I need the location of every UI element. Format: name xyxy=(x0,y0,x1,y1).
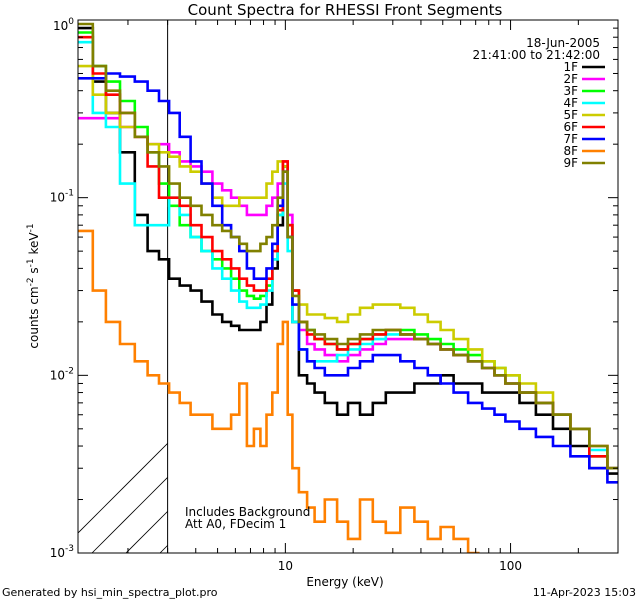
y-label-tail: keV xyxy=(27,232,41,259)
legend-label-2F: 2F xyxy=(563,72,578,86)
footer-timestamp: 11-Apr-2023 15:03 xyxy=(533,586,636,599)
series-line-7F xyxy=(78,72,618,484)
legend-label-7F: 7F xyxy=(563,132,578,146)
legend-label-3F: 3F xyxy=(563,84,578,98)
x-tick-label: 100 xyxy=(499,559,522,573)
y-tick-exponent: -1 xyxy=(65,189,74,199)
series-line-8F xyxy=(78,229,480,553)
note-attenuator: Att A0, FDecim 1 xyxy=(185,517,286,531)
legend-label-9F: 9F xyxy=(563,156,578,170)
plot-frame xyxy=(77,19,619,554)
y-tick-label: 10-2 xyxy=(50,366,74,382)
x-axis-label: Energy (keV) xyxy=(306,575,383,589)
footer-generated-by: Generated by hsi_min_spectra_plot.pro xyxy=(2,586,218,599)
y-label-exp: -2 xyxy=(26,277,36,286)
y-tick-label: 10-1 xyxy=(50,189,74,205)
y-label-exp: -1 xyxy=(26,223,36,232)
legend-label-5F: 5F xyxy=(563,108,578,122)
legend-label-8F: 8F xyxy=(563,144,578,158)
excluded-region-hatch xyxy=(78,20,618,553)
y-tick-exponent: -3 xyxy=(65,544,74,554)
series-line-9F xyxy=(78,22,618,470)
observation-time-range: 21:41:00 to 21:42:00 xyxy=(473,48,600,62)
series-layer xyxy=(78,22,618,553)
y-tick-label: 100 xyxy=(53,17,74,33)
x-tick-label: 10 xyxy=(278,559,293,573)
axis-ticks xyxy=(78,20,619,554)
y-label-base: counts cm xyxy=(27,286,41,348)
y-tick-base: 10 xyxy=(50,546,65,560)
legend-label-4F: 4F xyxy=(563,96,578,110)
y-label-mid: s xyxy=(27,267,41,277)
observation-date: 18-Jun-2005 xyxy=(526,36,600,50)
y-axis-label: counts cm-2 s-1 keV-1 xyxy=(26,223,41,348)
legend-label-6F: 6F xyxy=(563,120,578,134)
y-tick-label: 10-3 xyxy=(50,544,74,560)
y-tick-exponent: 0 xyxy=(68,17,74,27)
y-label-exp: -1 xyxy=(26,258,36,267)
chart-title: Count Spectra for RHESSI Front Segments xyxy=(188,1,503,19)
hatch-mask xyxy=(167,20,618,553)
y-tick-exponent: -2 xyxy=(65,366,74,376)
legend-label-1F: 1F xyxy=(563,60,578,74)
series-line-5F xyxy=(78,64,618,470)
y-tick-base: 10 xyxy=(53,19,68,33)
y-tick-base: 10 xyxy=(50,191,65,205)
note-background: Includes Background xyxy=(185,505,310,519)
y-tick-base: 10 xyxy=(50,368,65,382)
